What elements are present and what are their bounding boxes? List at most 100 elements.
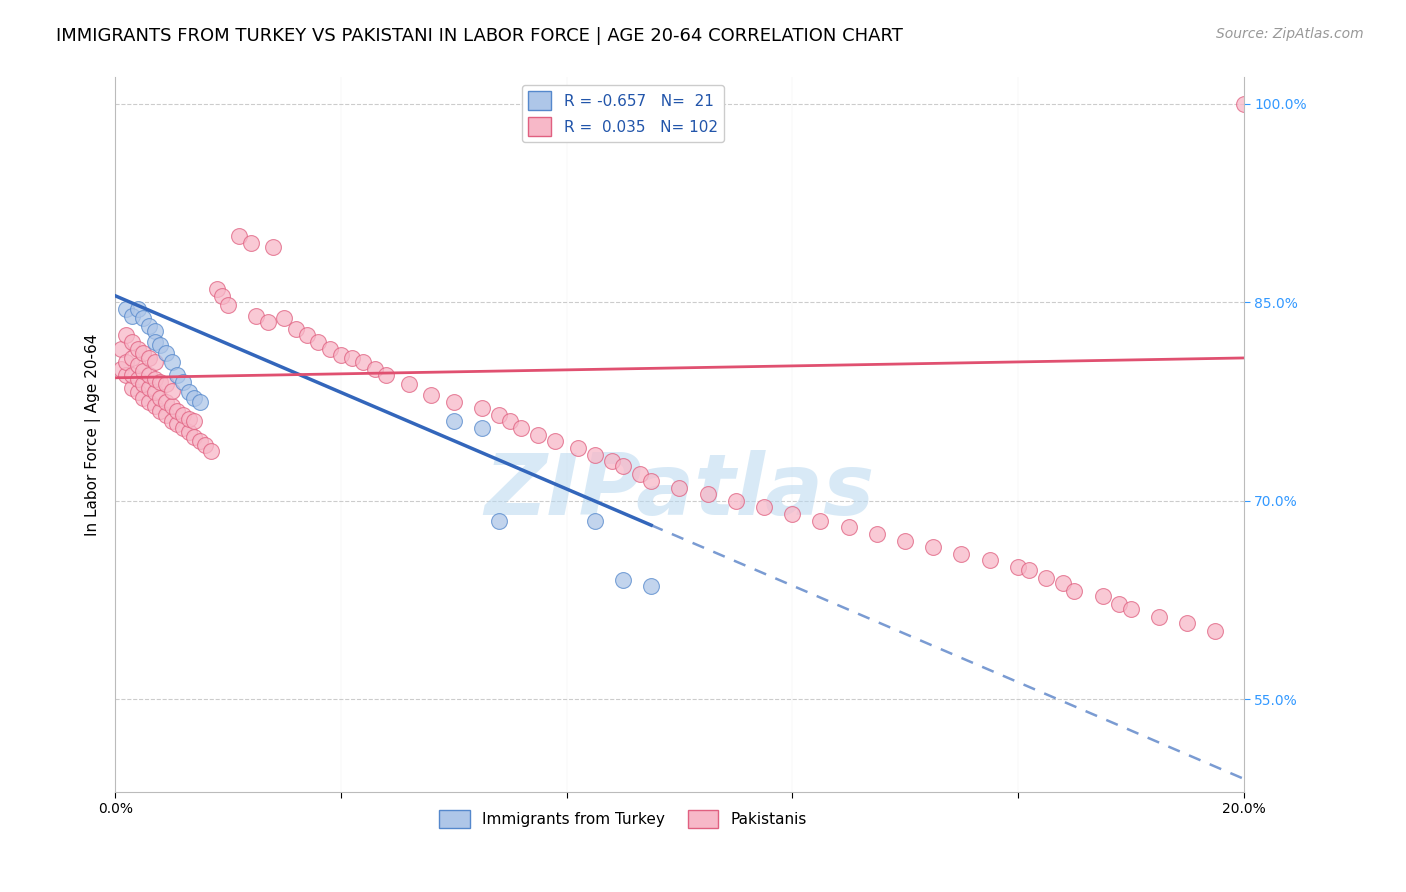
Point	[205, 282, 228, 296]
Point	[121, 351, 143, 365]
Point	[149, 337, 172, 351]
Point	[1052, 575, 1074, 590]
Point	[1232, 96, 1254, 111]
Point	[121, 381, 143, 395]
Point	[420, 388, 443, 402]
Point	[149, 404, 172, 418]
Point	[273, 311, 295, 326]
Point	[172, 421, 194, 435]
Point	[166, 404, 188, 418]
Point	[245, 309, 267, 323]
Point	[172, 375, 194, 389]
Point	[121, 368, 143, 383]
Point	[149, 391, 172, 405]
Point	[155, 345, 177, 359]
Point	[752, 500, 775, 515]
Point	[160, 384, 183, 398]
Point	[375, 368, 398, 383]
Point	[724, 494, 747, 508]
Point	[138, 319, 160, 334]
Point	[172, 408, 194, 422]
Point	[1018, 563, 1040, 577]
Point	[1175, 615, 1198, 630]
Point	[284, 322, 307, 336]
Point	[127, 301, 149, 316]
Point	[239, 235, 262, 250]
Point	[177, 385, 200, 400]
Point	[138, 381, 160, 395]
Point	[143, 325, 166, 339]
Point	[149, 375, 172, 389]
Point	[352, 355, 374, 369]
Point	[127, 358, 149, 372]
Point	[866, 527, 889, 541]
Point	[329, 348, 352, 362]
Point	[127, 342, 149, 356]
Point	[1204, 624, 1226, 638]
Point	[143, 372, 166, 386]
Point	[228, 229, 250, 244]
Point	[922, 540, 945, 554]
Point	[640, 474, 662, 488]
Point	[894, 533, 917, 548]
Point	[979, 553, 1001, 567]
Point	[166, 417, 188, 431]
Point	[127, 385, 149, 400]
Point	[143, 355, 166, 369]
Point	[443, 414, 465, 428]
Point	[110, 342, 132, 356]
Text: ZIPatlas: ZIPatlas	[484, 450, 875, 533]
Point	[132, 377, 155, 392]
Point	[132, 391, 155, 405]
Point	[364, 361, 387, 376]
Point	[155, 377, 177, 392]
Point	[166, 368, 188, 383]
Point	[544, 434, 567, 449]
Point	[127, 372, 149, 386]
Point	[318, 342, 340, 356]
Point	[188, 394, 211, 409]
Point	[499, 414, 522, 428]
Point	[211, 289, 233, 303]
Point	[340, 351, 363, 365]
Point	[950, 547, 973, 561]
Point	[115, 301, 138, 316]
Point	[160, 414, 183, 428]
Point	[668, 481, 690, 495]
Point	[183, 430, 205, 444]
Point	[155, 394, 177, 409]
Point	[612, 459, 634, 474]
Point	[443, 394, 465, 409]
Point	[188, 434, 211, 449]
Point	[115, 355, 138, 369]
Point	[177, 425, 200, 439]
Point	[143, 334, 166, 349]
Point	[1035, 571, 1057, 585]
Point	[217, 298, 239, 312]
Point	[295, 328, 318, 343]
Point	[110, 361, 132, 376]
Point	[780, 507, 803, 521]
Point	[115, 328, 138, 343]
Legend: Immigrants from Turkey, Pakistanis: Immigrants from Turkey, Pakistanis	[433, 804, 813, 834]
Point	[121, 334, 143, 349]
Point	[583, 514, 606, 528]
Point	[488, 514, 510, 528]
Point	[1147, 610, 1170, 624]
Point	[471, 401, 494, 416]
Point	[640, 578, 662, 592]
Point	[1063, 583, 1085, 598]
Point	[177, 412, 200, 426]
Point	[200, 443, 222, 458]
Point	[132, 345, 155, 359]
Point	[1091, 589, 1114, 603]
Point	[138, 394, 160, 409]
Point	[262, 240, 284, 254]
Point	[138, 368, 160, 383]
Point	[628, 467, 651, 482]
Point	[1119, 602, 1142, 616]
Point	[143, 399, 166, 413]
Text: IMMIGRANTS FROM TURKEY VS PAKISTANI IN LABOR FORCE | AGE 20-64 CORRELATION CHART: IMMIGRANTS FROM TURKEY VS PAKISTANI IN L…	[56, 27, 903, 45]
Point	[583, 448, 606, 462]
Point	[115, 368, 138, 383]
